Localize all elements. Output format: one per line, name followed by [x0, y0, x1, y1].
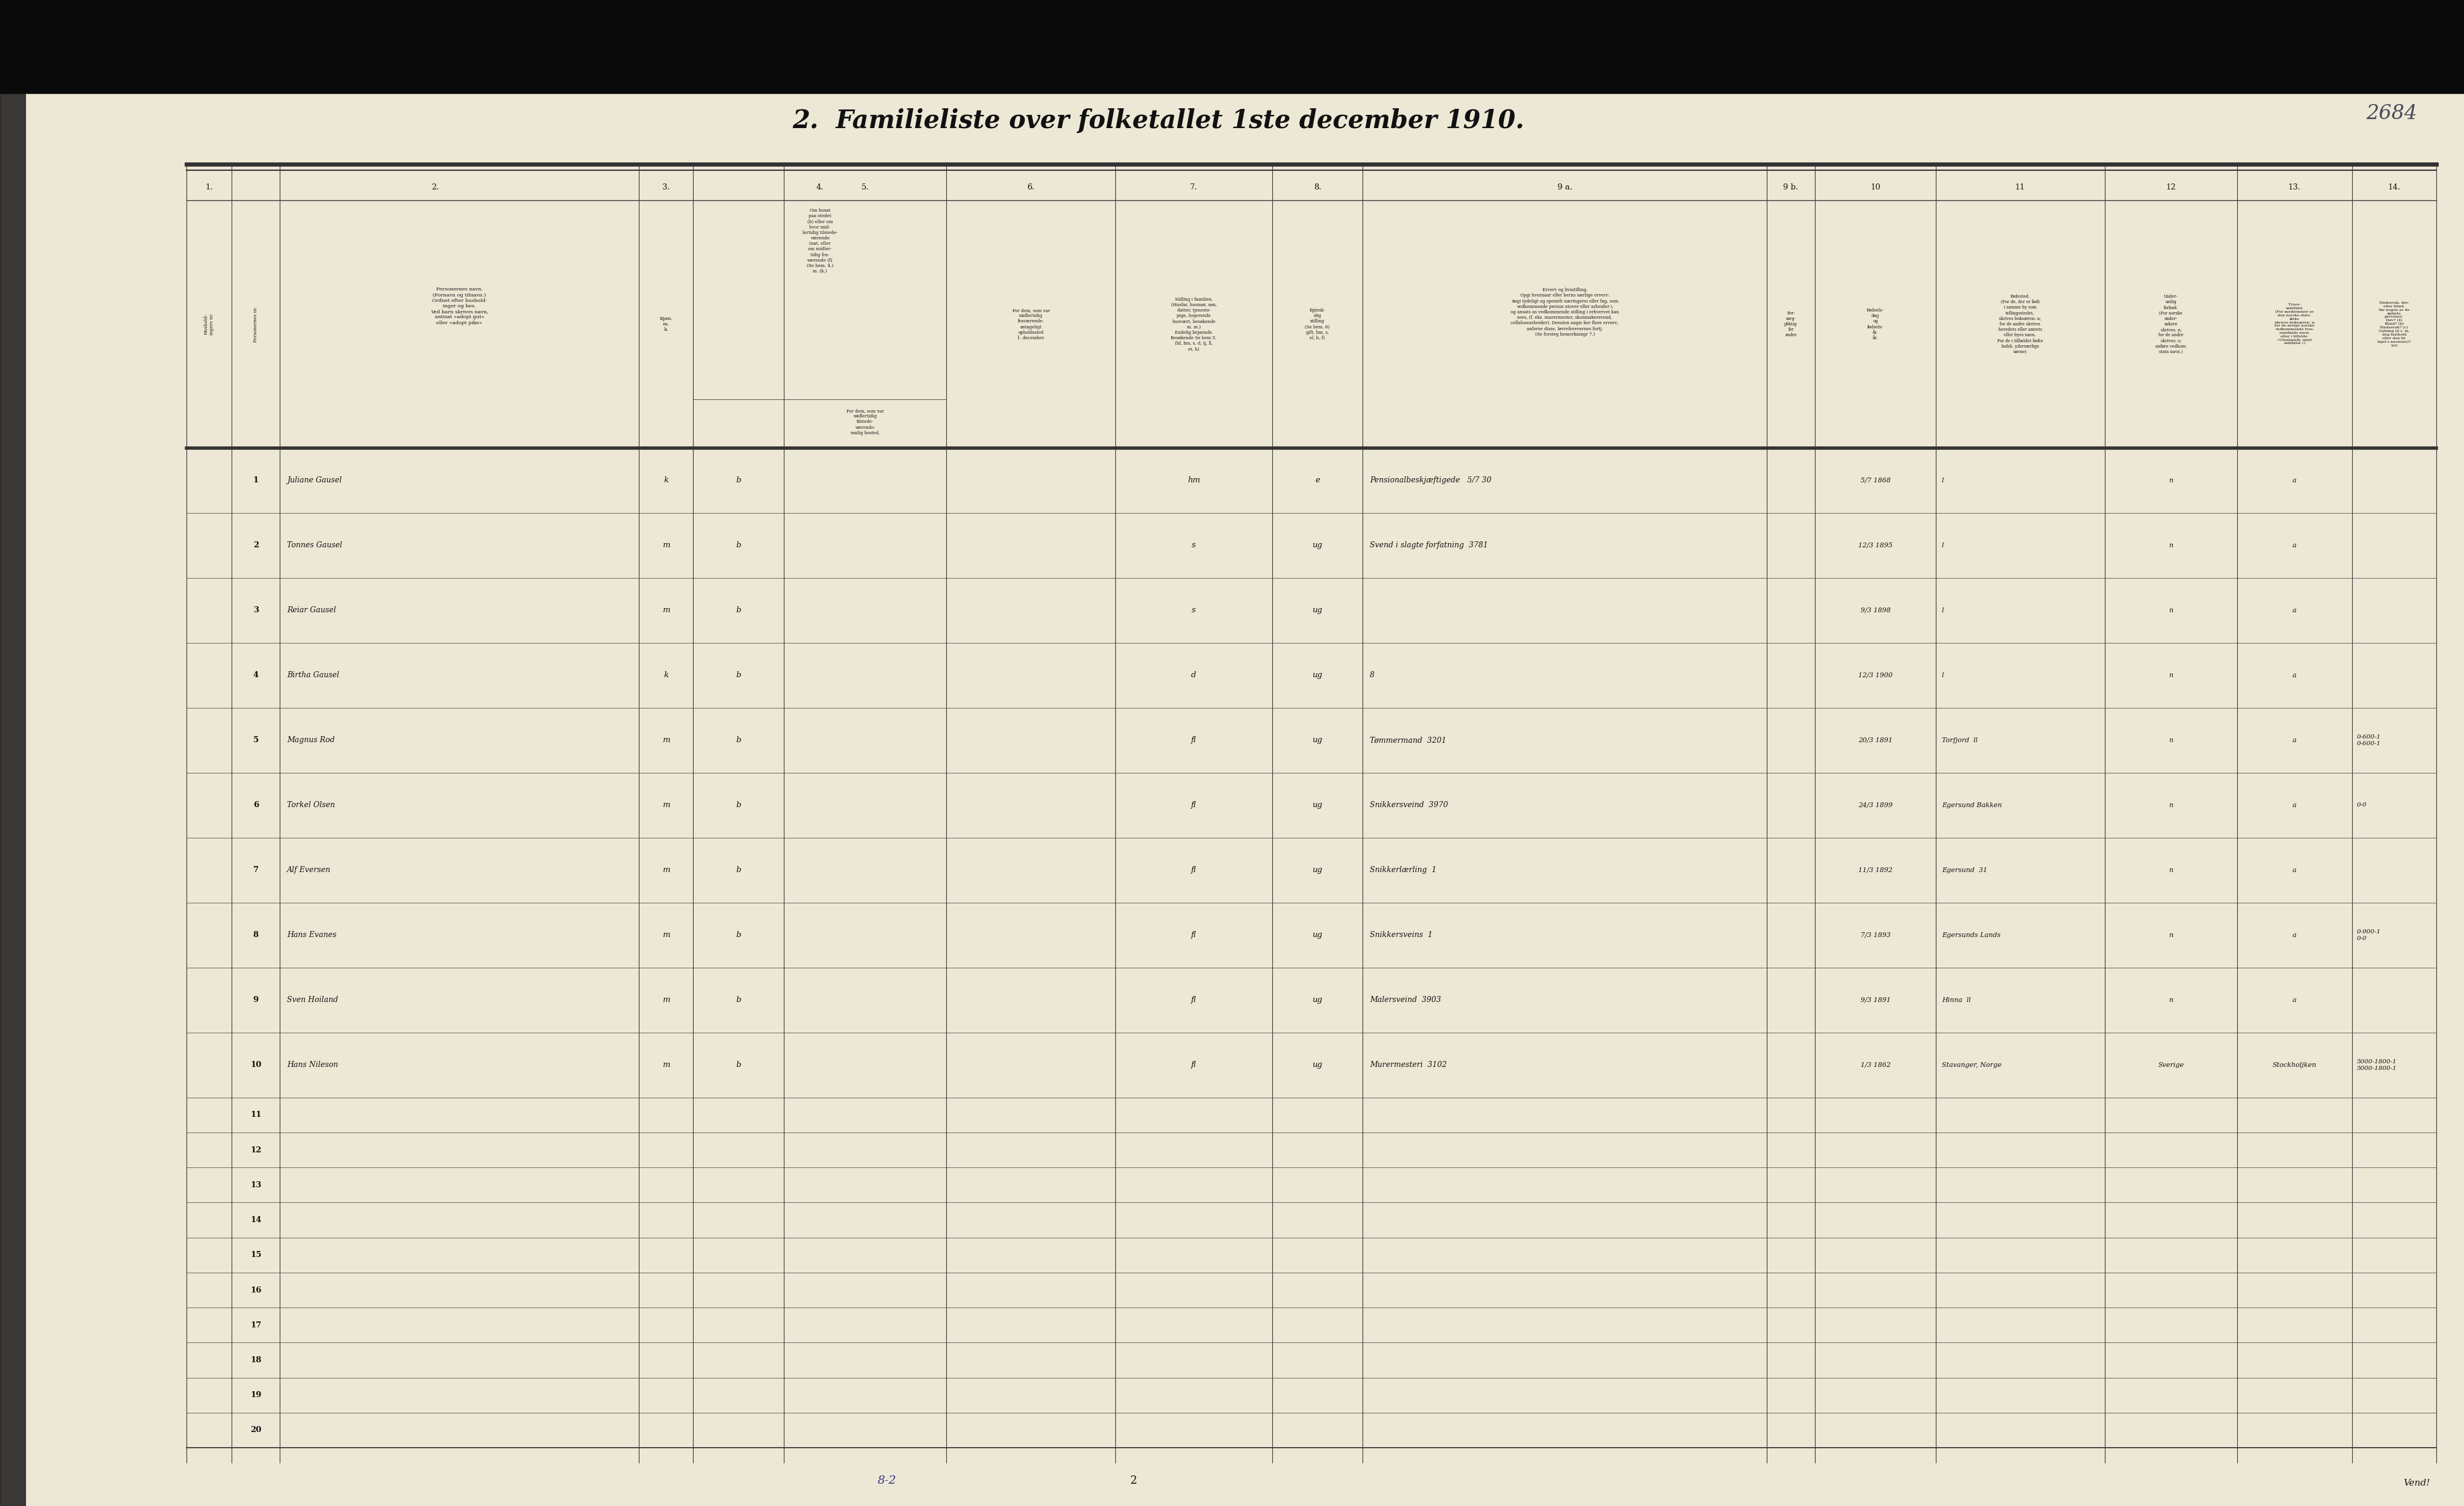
Text: n: n — [2168, 867, 2173, 873]
Text: 15: 15 — [251, 1251, 261, 1259]
Text: m: m — [663, 542, 670, 550]
Text: Hans Evanes: Hans Evanes — [288, 931, 338, 940]
Text: fl: fl — [1190, 995, 1198, 1005]
Text: a: a — [2292, 542, 2296, 548]
Text: 4: 4 — [254, 672, 259, 679]
Text: ug: ug — [1313, 736, 1323, 744]
Text: Svend i slagte forfatning  3781: Svend i slagte forfatning 3781 — [1370, 542, 1488, 550]
Text: n: n — [2168, 803, 2173, 809]
Text: hm: hm — [1188, 476, 1200, 485]
Text: b: b — [737, 736, 742, 744]
Text: Egersund Bakken: Egersund Bakken — [1942, 803, 2001, 809]
Text: fl: fl — [1190, 801, 1198, 809]
Text: fl: fl — [1190, 866, 1198, 873]
Text: 3: 3 — [254, 607, 259, 614]
Text: 8: 8 — [254, 931, 259, 940]
Text: ug: ug — [1313, 995, 1323, 1005]
Text: 5/7 1868: 5/7 1868 — [1860, 477, 1890, 483]
Text: 4.: 4. — [816, 184, 823, 191]
Text: 12/3 1895: 12/3 1895 — [1858, 542, 1892, 548]
Text: k: k — [663, 476, 668, 485]
Text: 24/3 1899: 24/3 1899 — [1858, 803, 1892, 809]
Text: Vend!: Vend! — [2402, 1479, 2430, 1488]
Text: 11/3 1892: 11/3 1892 — [1858, 867, 1892, 873]
Text: 20: 20 — [251, 1426, 261, 1434]
Text: e: e — [1316, 476, 1321, 485]
Text: 0-900-1
0-0: 0-900-1 0-0 — [2356, 929, 2380, 941]
Text: 2684: 2684 — [2365, 104, 2417, 123]
Text: 2: 2 — [1131, 1476, 1136, 1486]
Text: 2.: 2. — [431, 184, 439, 191]
Text: Sverige: Sverige — [2158, 1062, 2183, 1068]
Text: 1/3 1862: 1/3 1862 — [1860, 1062, 1890, 1068]
Text: 7.: 7. — [1190, 184, 1198, 191]
Text: 6: 6 — [254, 801, 259, 809]
Text: Kjøn.
m.
k.: Kjøn. m. k. — [660, 316, 673, 333]
Text: 12: 12 — [251, 1146, 261, 1154]
Bar — [0, 93, 25, 1506]
Text: 0-0: 0-0 — [2356, 803, 2368, 809]
Text: Snikkersveins  1: Snikkersveins 1 — [1370, 931, 1432, 940]
Text: For dem, som var
midlertidig
tilstede-
værende:
vanlig bosted.: For dem, som var midlertidig tilstede- v… — [845, 408, 885, 435]
Text: n: n — [2168, 542, 2173, 548]
Text: ug: ug — [1313, 542, 1323, 550]
Text: 17: 17 — [251, 1321, 261, 1328]
Text: b: b — [737, 801, 742, 809]
Text: ug: ug — [1313, 866, 1323, 873]
Text: 12/3 1900: 12/3 1900 — [1858, 672, 1892, 678]
Text: m: m — [663, 931, 670, 940]
Text: Egtesk-
elig
stilling
(Se bem. 6)
gift, hm, s,
el, b, f): Egtesk- elig stilling (Se bem. 6) gift, … — [1306, 307, 1331, 340]
Text: Torkel Olsen: Torkel Olsen — [288, 801, 335, 809]
Text: b: b — [737, 542, 742, 550]
Text: ug: ug — [1313, 672, 1323, 679]
Bar — [0, 0, 2464, 93]
Text: 9 a.: 9 a. — [1557, 184, 1572, 191]
Text: Torfjord  ll: Torfjord ll — [1942, 738, 1979, 744]
Text: 14.: 14. — [2388, 184, 2400, 191]
Text: 9 b.: 9 b. — [1784, 184, 1799, 191]
Text: Sven Hoiland: Sven Hoiland — [288, 995, 338, 1005]
Text: a: a — [2292, 932, 2296, 938]
Text: Snikkersveind  3970: Snikkersveind 3970 — [1370, 801, 1449, 809]
Text: m: m — [663, 1062, 670, 1069]
Text: b: b — [737, 866, 742, 873]
Text: b: b — [737, 476, 742, 485]
Text: m: m — [663, 801, 670, 809]
Text: Magnus Rod: Magnus Rod — [288, 736, 335, 744]
Text: 16: 16 — [251, 1286, 261, 1294]
Text: Malersveind  3903: Malersveind 3903 — [1370, 995, 1441, 1005]
Text: 1.: 1. — [205, 184, 212, 191]
Text: m: m — [663, 736, 670, 744]
Text: 19: 19 — [251, 1392, 261, 1399]
Text: Hinna  ll: Hinna ll — [1942, 997, 1971, 1003]
Text: 2: 2 — [254, 542, 259, 550]
Text: Erverv og livsstilling.
Opgi hvornaar eller berns særlige erverv:
Angi tydeligt : Erverv og livsstilling. Opgi hvornaar el… — [1510, 288, 1619, 337]
Text: 13: 13 — [251, 1181, 261, 1188]
Text: Murermesteri  3102: Murermesteri 3102 — [1370, 1062, 1446, 1069]
Text: ug: ug — [1313, 607, 1323, 614]
Text: Fødested.
(For de, der er født
i samme by som
tellingsstedet,
skrives boksæren: : Fødested. (For de, der er født i samme b… — [1998, 294, 2043, 354]
Text: Alf Eversen: Alf Eversen — [288, 866, 330, 873]
Text: n: n — [2168, 997, 2173, 1003]
Text: Egersund  31: Egersund 31 — [1942, 867, 1986, 873]
Text: 9/3 1891: 9/3 1891 — [1860, 997, 1890, 1003]
Text: fl: fl — [1190, 1062, 1198, 1069]
Text: k: k — [663, 672, 668, 679]
Text: 9/3 1898: 9/3 1898 — [1860, 607, 1890, 613]
Text: a: a — [2292, 867, 2296, 873]
Text: fl: fl — [1190, 736, 1198, 744]
Text: Juliane Gausel: Juliane Gausel — [288, 476, 342, 485]
Text: m: m — [663, 995, 670, 1005]
Text: b: b — [737, 995, 742, 1005]
Text: 8-2: 8-2 — [877, 1476, 897, 1486]
Text: a: a — [2292, 607, 2296, 613]
Text: Om bosat
paa stedet
(b) eller om
hvor mid-
lertidig tilstede-
værende
(nat, elle: Om bosat paa stedet (b) eller om hvor mi… — [803, 208, 838, 274]
Text: Stockholjken: Stockholjken — [2272, 1062, 2316, 1068]
Text: n: n — [2168, 607, 2173, 613]
Text: b: b — [737, 931, 742, 940]
Text: Tonnes Gausel: Tonnes Gausel — [288, 542, 342, 550]
Text: 5.: 5. — [862, 184, 870, 191]
Text: s: s — [1193, 607, 1195, 614]
Text: a: a — [2292, 803, 2296, 809]
Text: 7: 7 — [254, 866, 259, 873]
